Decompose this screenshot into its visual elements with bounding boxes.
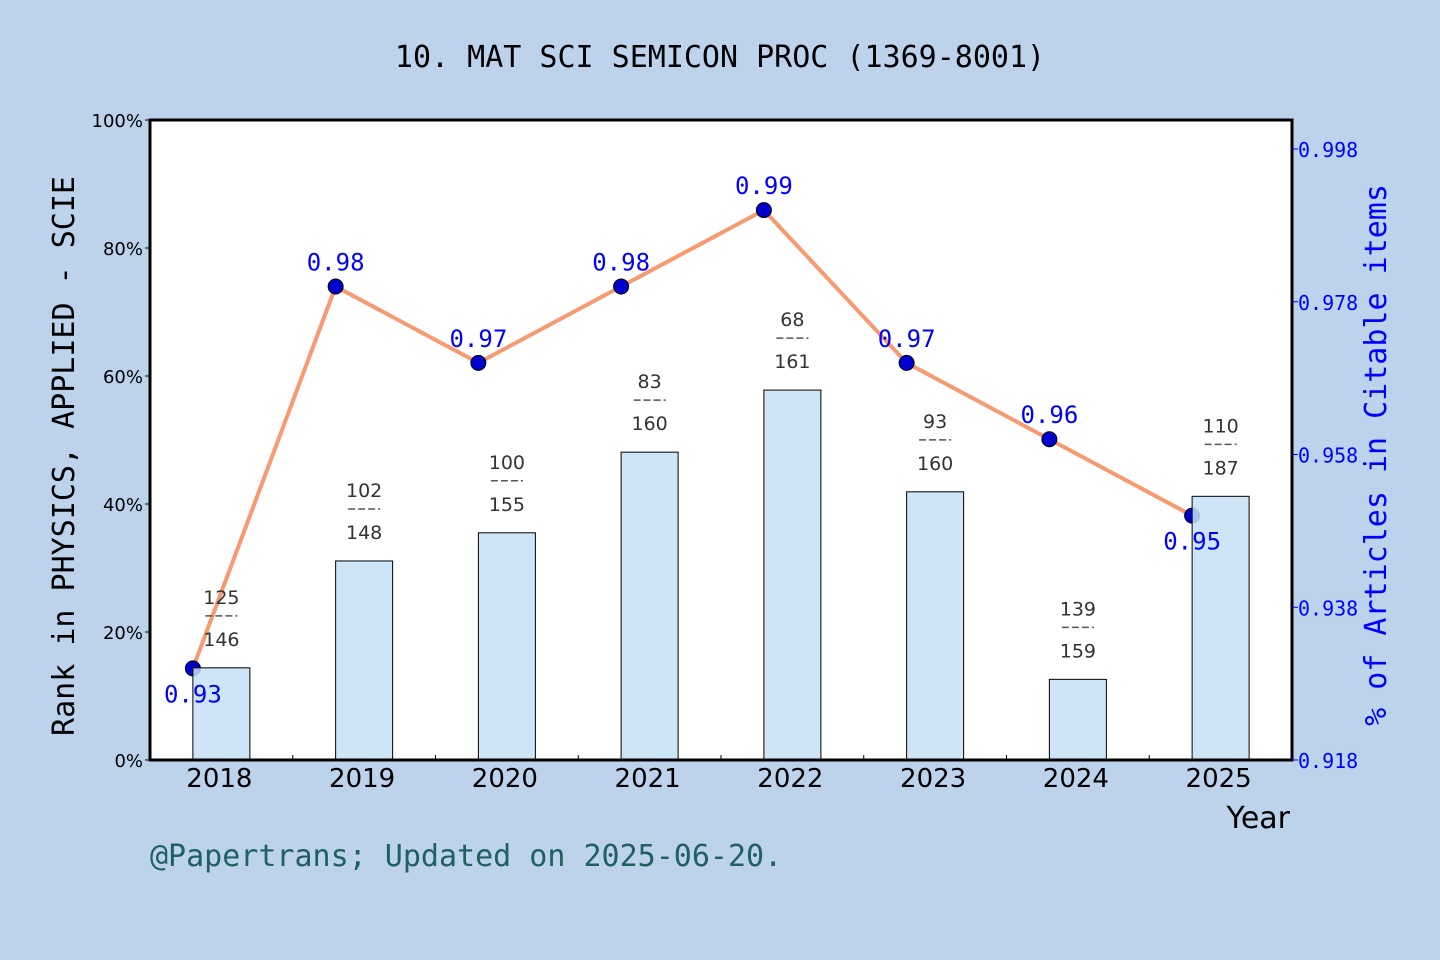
bar-total-label: 187 [1202,457,1238,479]
bar-rank-label: 100 [489,452,525,474]
y-axis-left-label: Rank in PHYSICS, APPLIED - SCIE [47,176,82,736]
y-left-tick-label: 0% [114,751,143,772]
x-axis-label: Year [1225,801,1290,836]
line-data-label: 0.97 [878,325,936,353]
line-data-label: 0.95 [1163,528,1221,556]
bar-total-label: 155 [489,494,525,516]
line-series [191,207,1194,670]
footer-credit: @Papertrans; Updated on 2025-06-20. [150,839,782,874]
bar-rank-label: 93 [923,411,947,433]
y-right-tick-label: 0.958 [1298,444,1358,468]
bar-rank-label: 125 [203,587,239,609]
bar-rank-label: 139 [1060,598,1096,620]
x-tick-label: 2021 [615,764,681,794]
bar [906,491,965,761]
x-tick-label: 2024 [1043,764,1109,794]
line-marker [613,278,630,295]
line-data-label: 0.93 [164,680,222,708]
line-marker [755,202,772,219]
bar-total-label: 160 [917,453,953,475]
x-tick-label: 2018 [186,764,252,794]
y-right-tick-label: 0.978 [1298,291,1358,315]
x-tick-label: 2025 [1186,764,1252,794]
bar-rank-label: 83 [638,371,662,393]
bar [477,532,536,761]
line-data-label: 0.97 [449,325,507,353]
y-right-tick-label: 0.918 [1298,749,1358,773]
y-left-tick-label: 20% [103,623,143,644]
x-tick-label: 2019 [329,764,395,794]
line-data-label: 0.96 [1020,401,1078,429]
y-axis-right-label: % of Articles in Citable items [1359,184,1394,726]
line-data-label: 0.99 [735,172,793,200]
y-left-tick-label: 100% [92,111,143,132]
line-marker [327,278,344,295]
chart-title: 10. MAT SCI SEMICON PROC (1369-8001) [395,40,1045,75]
bar-rank-label: 102 [346,480,382,502]
line-data-label: 0.98 [592,248,650,276]
y-left-tick-label: 60% [103,367,143,388]
bar-total-label: 159 [1060,640,1096,662]
plot-area [150,120,1292,760]
y-left-tick-label: 40% [103,495,143,516]
bar [1048,678,1107,761]
y-left-tick-label: 80% [103,239,143,260]
x-tick-label: 2020 [472,764,538,794]
y-right-tick-label: 0.938 [1298,596,1358,620]
line-marker [898,354,915,371]
bar-total-label: 148 [346,522,382,544]
line-marker [470,354,487,371]
bar-rank-label: 110 [1202,415,1238,437]
line-data-label: 0.98 [307,248,365,276]
bar-total-label: 161 [774,351,810,373]
line-marker [1041,431,1058,448]
bar-total-label: 146 [203,629,239,651]
x-tick-label: 2023 [900,764,966,794]
bar [620,451,679,761]
bar-rank-label: 68 [780,309,804,331]
bar-total-label: 160 [631,413,667,435]
x-tick-label: 2022 [757,764,823,794]
bar [335,560,394,761]
bar [1191,495,1250,761]
bar [763,389,822,761]
y-right-tick-label: 0.998 [1298,138,1358,162]
